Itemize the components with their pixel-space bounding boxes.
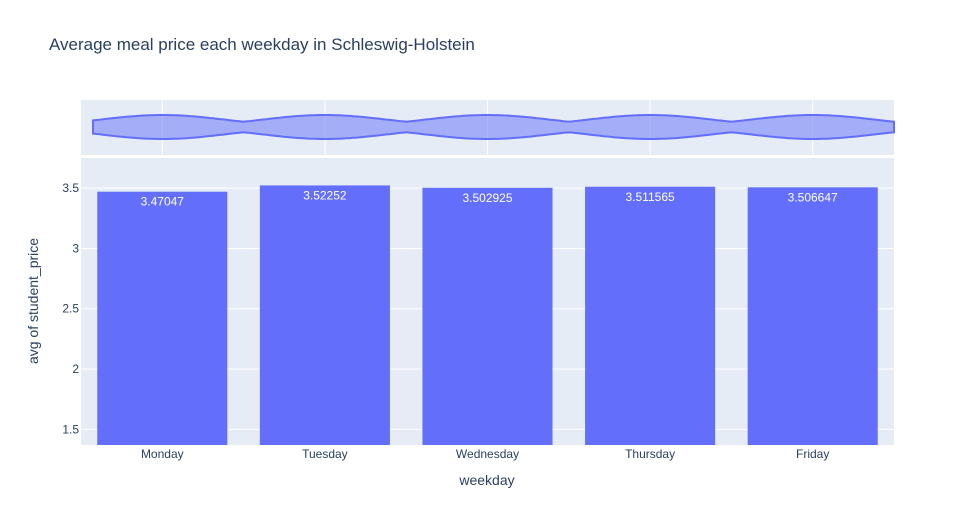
- y-tick-label: 2.5: [62, 302, 79, 316]
- x-axis-label: weekday: [458, 472, 514, 488]
- bar-data-label: 3.47047: [141, 195, 185, 209]
- bar-data-label: 3.52252: [303, 188, 347, 202]
- bar: [259, 185, 390, 446]
- bar: [585, 186, 716, 446]
- chart-title: Average meal price each weekday in Schle…: [49, 35, 475, 54]
- bar-data-label: 3.506647: [788, 190, 838, 204]
- y-axis-label: avg of student_price: [25, 238, 41, 364]
- x-tick-label: Tuesday: [302, 447, 348, 461]
- bar: [422, 187, 553, 445]
- bar: [97, 191, 228, 445]
- x-tick-label: Monday: [141, 447, 184, 461]
- x-tick-label: Friday: [796, 447, 829, 461]
- x-tick-labels: Monday Tuesday Wednesday Thursday Friday: [141, 447, 829, 461]
- y-tick-label: 2: [72, 362, 79, 376]
- y-tick-label: 1.5: [62, 422, 79, 436]
- marginal-violin: [92, 114, 895, 140]
- bars: [97, 185, 878, 446]
- x-tick-label: Wednesday: [456, 447, 519, 461]
- bar-data-label: 3.502925: [462, 191, 512, 205]
- bar-data-label: 3.511565: [626, 190, 675, 204]
- x-tick-label: Thursday: [625, 447, 675, 461]
- bar: [747, 187, 878, 445]
- y-tick-label: 3.5: [62, 181, 79, 195]
- y-tick-label: 3: [72, 241, 79, 255]
- bar-data-labels: 3.47047 3.52252 3.502925 3.511565 3.506647: [141, 188, 838, 208]
- y-tick-labels: 1.5 2 2.5 3 3.5: [62, 181, 79, 436]
